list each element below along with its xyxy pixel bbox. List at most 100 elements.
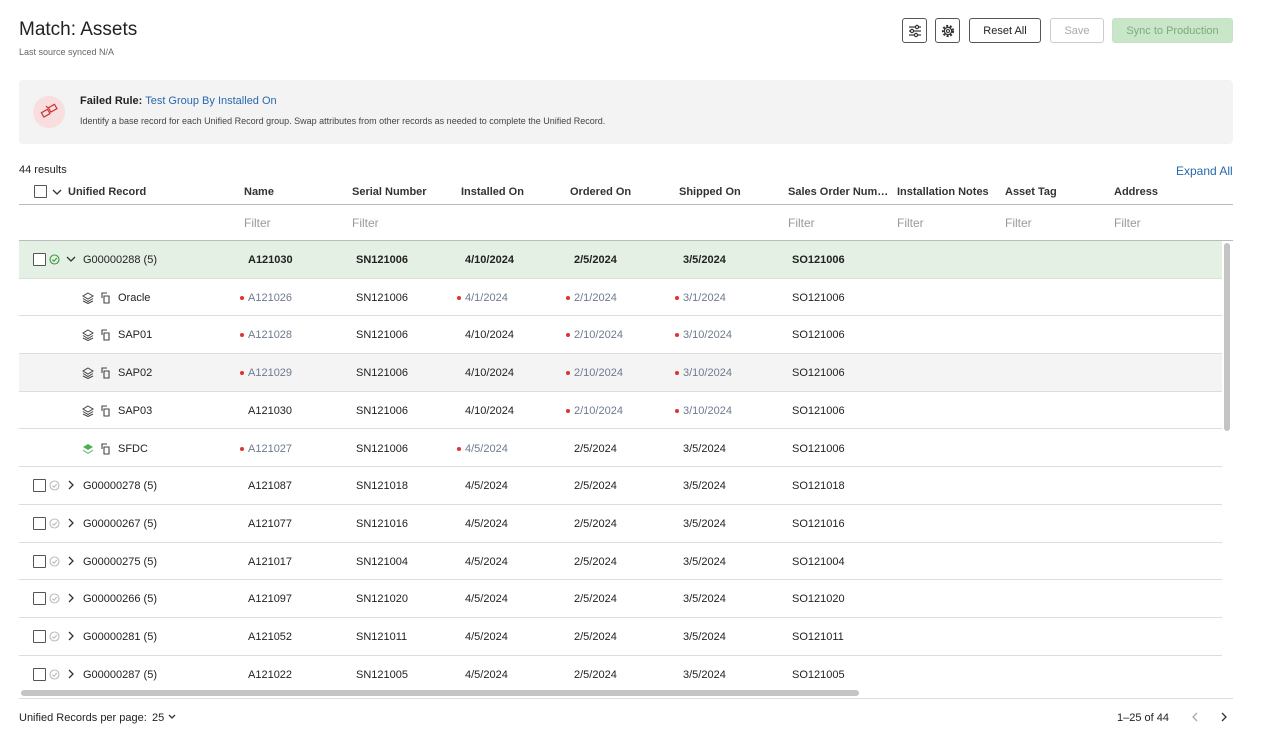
cell-value[interactable]: 4/1/2024: [457, 292, 508, 304]
sync-button[interactable]: Sync to Production: [1112, 18, 1233, 43]
expand-chevron[interactable]: [65, 517, 77, 532]
expand-chevron[interactable]: [65, 253, 77, 268]
cell-value[interactable]: 3/10/2024: [675, 367, 732, 379]
cell-value[interactable]: SO121006: [792, 405, 845, 417]
cell-value[interactable]: SN121020: [356, 593, 408, 605]
cell-value[interactable]: A121028: [240, 329, 292, 341]
cell-value[interactable]: 3/5/2024: [683, 254, 726, 266]
cell-value[interactable]: 2/5/2024: [574, 631, 617, 643]
cell-value[interactable]: A121030: [248, 254, 293, 266]
row-checkbox[interactable]: [33, 479, 46, 493]
row-checkbox[interactable]: [33, 592, 46, 606]
cell-value[interactable]: 3/1/2024: [675, 292, 726, 304]
row-checkbox[interactable]: [33, 554, 46, 568]
cell-value[interactable]: 2/1/2024: [566, 292, 617, 304]
swap-icon[interactable]: [100, 329, 112, 344]
cell-value[interactable]: A121077: [248, 518, 292, 530]
failed-rule-link[interactable]: Test Group By Installed On: [145, 95, 277, 107]
collapse-all-chevron[interactable]: [51, 186, 63, 198]
cell-value[interactable]: A121097: [248, 593, 292, 605]
row-checkbox[interactable]: [33, 516, 46, 530]
cell-value[interactable]: A121026: [240, 292, 292, 304]
cell-value[interactable]: 4/10/2024: [465, 405, 514, 417]
vertical-scrollbar[interactable]: [1224, 243, 1230, 431]
cell-value[interactable]: A121027: [240, 443, 292, 455]
cell-value[interactable]: 4/5/2024: [457, 443, 508, 455]
cell-value[interactable]: 3/5/2024: [683, 631, 726, 643]
cell-value[interactable]: SN121004: [356, 556, 408, 568]
cell-value[interactable]: SO121006: [792, 254, 845, 266]
source-row[interactable]: Oracle A121026 SN121006 4/1/2024 2/1/2024 3/1…: [19, 278, 1222, 317]
filter-settings-button[interactable]: [902, 18, 927, 43]
source-row[interactable]: SAP03 A121030 SN121006 4/10/2024 2/10/2024 3/…: [19, 391, 1222, 430]
cell-value[interactable]: 3/5/2024: [683, 593, 726, 605]
cell-value[interactable]: 3/5/2024: [683, 556, 726, 568]
cell-value[interactable]: 2/5/2024: [574, 254, 617, 266]
cell-value[interactable]: SN121016: [356, 518, 408, 530]
cell-value[interactable]: 2/5/2024: [574, 556, 617, 568]
cell-value[interactable]: 4/5/2024: [465, 518, 508, 530]
cell-value[interactable]: 4/10/2024: [465, 329, 514, 341]
record-icon[interactable]: [82, 292, 94, 307]
column-filter[interactable]: Filter: [788, 216, 815, 230]
group-row[interactable]: G00000281 (5) A121052 SN121011 4/5/2024 2/5/…: [19, 618, 1222, 656]
record-icon[interactable]: [82, 405, 94, 420]
column-filter[interactable]: Filter: [352, 216, 379, 230]
cell-value[interactable]: 4/5/2024: [465, 631, 508, 643]
cell-value[interactable]: 2/5/2024: [574, 669, 617, 681]
column-filter[interactable]: Filter: [1114, 216, 1141, 230]
cell-value[interactable]: A121029: [240, 367, 292, 379]
group-row[interactable]: G00000278 (5) A121087 SN121018 4/5/2024 2/5/…: [19, 467, 1222, 505]
cell-value[interactable]: SO121006: [792, 292, 845, 304]
cell-value[interactable]: A121087: [248, 480, 292, 492]
cell-value[interactable]: SN121005: [356, 669, 408, 681]
cell-value[interactable]: A121052: [248, 631, 292, 643]
cell-value[interactable]: SO121016: [792, 518, 845, 530]
column-filter[interactable]: Filter: [244, 216, 271, 230]
cell-value[interactable]: 4/5/2024: [465, 480, 508, 492]
cell-value[interactable]: 2/5/2024: [574, 480, 617, 492]
group-row[interactable]: G00000287 (5) A121022 SN121005 4/5/2024 2/5/…: [19, 655, 1222, 688]
cell-value[interactable]: SO121006: [792, 329, 845, 341]
cell-value[interactable]: SO121006: [792, 443, 845, 455]
expand-all-link[interactable]: Expand All: [1176, 164, 1233, 178]
group-row[interactable]: G00000288 (5) A121030 SN121006 4/10/2024 2/5…: [19, 241, 1222, 279]
save-button[interactable]: Save: [1050, 18, 1104, 43]
row-checkbox[interactable]: [33, 253, 46, 266]
source-row[interactable]: SFDC A121027 SN121006 4/5/2024 2/5/2024 3/5/2…: [19, 429, 1222, 468]
per-page-select[interactable]: 25: [152, 712, 177, 724]
cell-value[interactable]: 2/5/2024: [574, 443, 617, 455]
group-row[interactable]: G00000267 (5) A121077 SN121016 4/5/2024 2/5/…: [19, 504, 1222, 543]
swap-icon[interactable]: [100, 442, 112, 458]
row-checkbox[interactable]: [33, 667, 46, 681]
column-filter[interactable]: Filter: [1005, 216, 1032, 230]
cell-value[interactable]: SO121020: [792, 593, 845, 605]
cell-value[interactable]: 4/5/2024: [465, 669, 508, 681]
base-record-icon[interactable]: [82, 443, 94, 458]
prev-page-button[interactable]: [1189, 711, 1201, 723]
source-row[interactable]: SAP01 A121028 SN121006 4/10/2024 2/10/2024 3/…: [19, 316, 1222, 355]
group-row[interactable]: G00000275 (5) A121017 SN121004 4/5/2024 2/5/…: [19, 542, 1222, 581]
cell-value[interactable]: 4/5/2024: [465, 556, 508, 568]
cell-value[interactable]: 4/5/2024: [465, 593, 508, 605]
cell-value[interactable]: 3/5/2024: [683, 443, 726, 455]
swap-icon[interactable]: [100, 405, 112, 420]
cell-value[interactable]: SN121006: [356, 292, 408, 304]
swap-icon[interactable]: [100, 367, 112, 382]
row-checkbox[interactable]: [33, 630, 46, 643]
settings-button[interactable]: [935, 18, 960, 43]
cell-value[interactable]: SN121011: [356, 631, 407, 643]
record-icon[interactable]: [82, 329, 94, 344]
source-row[interactable]: SAP02 A121029 SN121006 4/10/2024 2/10/2024 3/…: [19, 354, 1222, 392]
cell-value[interactable]: SO121018: [792, 480, 845, 492]
group-row[interactable]: G00000266 (5) A121097 SN121020 4/5/2024 2/5/…: [19, 580, 1222, 618]
cell-value[interactable]: SN121018: [356, 480, 408, 492]
cell-value[interactable]: 2/10/2024: [566, 329, 623, 341]
expand-chevron[interactable]: [65, 630, 77, 645]
expand-chevron[interactable]: [65, 555, 77, 570]
cell-value[interactable]: SN121006: [356, 367, 408, 379]
cell-value[interactable]: 3/5/2024: [683, 480, 726, 492]
column-filter[interactable]: Filter: [897, 216, 924, 230]
cell-value[interactable]: 2/5/2024: [574, 518, 617, 530]
horizontal-scrollbar[interactable]: [21, 690, 859, 696]
